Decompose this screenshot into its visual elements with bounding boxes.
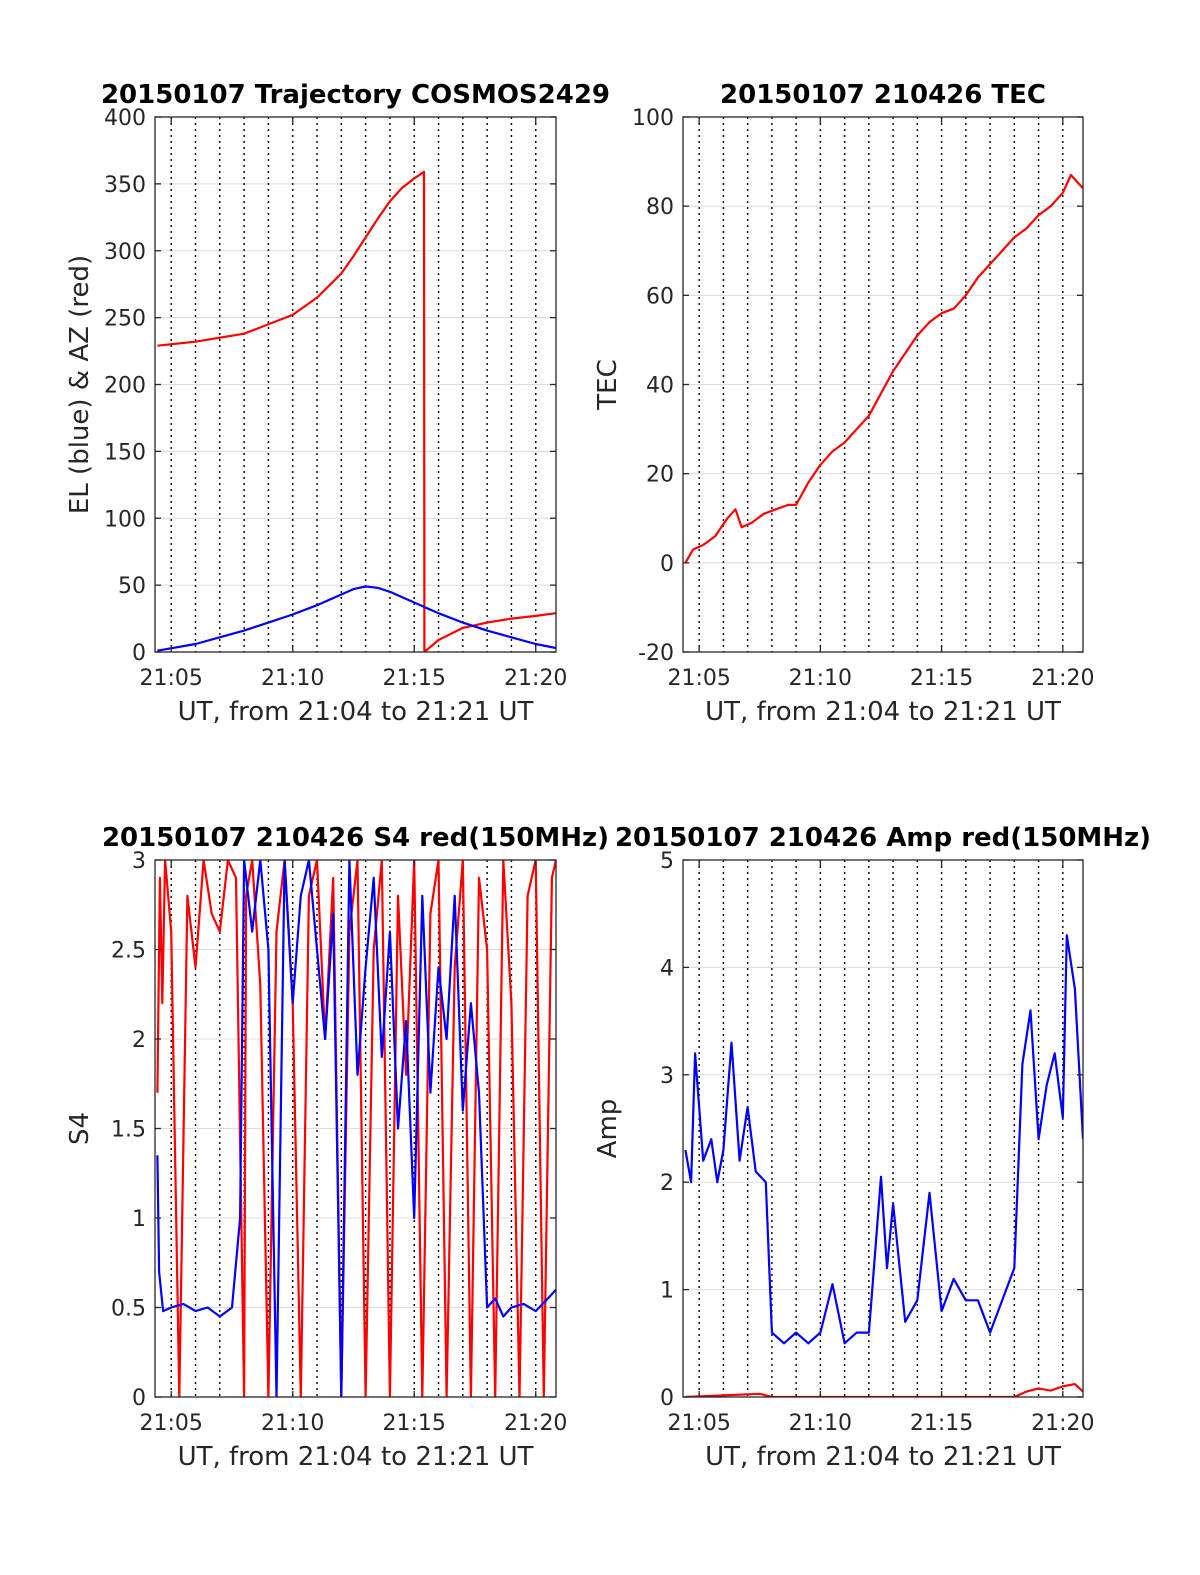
trajectory-ytick-label: 0 bbox=[132, 641, 146, 666]
tec-ytick-label: 20 bbox=[646, 463, 674, 488]
amp-ytick-label: 1 bbox=[660, 1279, 674, 1304]
amp-xlabel: UT, from 21:04 to 21:21 UT bbox=[705, 1442, 1061, 1472]
trajectory-ytick-label: 350 bbox=[104, 173, 146, 198]
trajectory-xtick-label: 21:10 bbox=[261, 666, 324, 691]
amp-ytick-label: 4 bbox=[660, 956, 674, 981]
trajectory-series-1 bbox=[157, 170, 556, 652]
trajectory-ytick-label: 200 bbox=[104, 374, 146, 399]
amp-ytick-label: 5 bbox=[660, 849, 674, 874]
trajectory-ytick-label: 150 bbox=[104, 440, 146, 465]
trajectory-xtick-label: 21:05 bbox=[139, 666, 202, 691]
tec-series-1 bbox=[684, 173, 1083, 564]
trajectory-series-2 bbox=[157, 585, 556, 652]
amp-title: 20150107 210426 Amp red(150MHz) bbox=[615, 823, 1151, 853]
tec-plot: -20 0 20 40 60 80 100 21:05 21:10 21:15 21:20 20150… bbox=[593, 80, 1095, 727]
amp-xtick-label: 21:10 bbox=[789, 1411, 852, 1436]
s4-ytick-label: 1 bbox=[132, 1207, 146, 1232]
tec-title: 20150107 210426 TEC bbox=[720, 80, 1046, 110]
trajectory-ytick-label: 250 bbox=[104, 307, 146, 332]
s4-series-2 bbox=[156, 860, 556, 1397]
trajectory-xtick-label: 21:20 bbox=[504, 666, 567, 691]
s4-ytick-label: 0 bbox=[132, 1386, 146, 1411]
tec-ytick-label: 60 bbox=[646, 284, 674, 309]
trajectory-ytick-label: 50 bbox=[118, 574, 146, 599]
trajectory-xlabel: UT, from 21:04 to 21:21 UT bbox=[178, 697, 534, 727]
tec-xtick-label: 21:10 bbox=[789, 666, 852, 691]
amp-ytick-label: 0 bbox=[660, 1386, 674, 1411]
amp-series-1 bbox=[684, 934, 1083, 1345]
tec-xlabel: UT, from 21:04 to 21:21 UT bbox=[705, 697, 1061, 727]
amp-plot: 0 1 2 3 4 5 21:05 21:10 21:15 21:20 20150107 21042… bbox=[593, 823, 1151, 1472]
amp-ytick-label: 2 bbox=[660, 1171, 674, 1196]
tec-ytick-label: 100 bbox=[632, 106, 674, 131]
amp-axes-box bbox=[682, 859, 1084, 1398]
amp-ytick-label: 3 bbox=[660, 1064, 674, 1089]
tec-xtick-label: 21:15 bbox=[910, 666, 973, 691]
amp-ylabel: Amp bbox=[593, 1099, 623, 1159]
s4-ytick-label: 2 bbox=[132, 1028, 146, 1053]
tec-ytick-label: 40 bbox=[646, 374, 674, 399]
s4-ylabel: S4 bbox=[65, 1112, 95, 1145]
s4-ytick-label: 1.5 bbox=[111, 1118, 146, 1143]
trajectory-ytick-label: 100 bbox=[104, 507, 146, 532]
tec-xtick-label: 21:20 bbox=[1031, 666, 1094, 691]
trajectory-xtick-label: 21:15 bbox=[383, 666, 446, 691]
trajectory-plot: 0 50 100 150 200 250 300 350 400 21:05 21:10 21:15 2… bbox=[65, 80, 610, 727]
s4-ytick-label: 3 bbox=[132, 849, 146, 874]
trajectory-ylabel: EL (blue) & AZ (red) bbox=[65, 255, 95, 514]
amp-xtick-label: 21:15 bbox=[910, 1411, 973, 1436]
amp-xtick-label: 21:05 bbox=[667, 1411, 730, 1436]
s4-xtick-label: 21:10 bbox=[261, 1411, 324, 1436]
amp-series-2 bbox=[685, 1382, 1083, 1397]
s4-xtick-label: 21:20 bbox=[504, 1411, 567, 1436]
s4-xtick-label: 21:15 bbox=[383, 1411, 446, 1436]
amp-xtick-label: 21:20 bbox=[1031, 1411, 1094, 1436]
s4-title: 20150107 210426 S4 red(150MHz) bbox=[102, 823, 609, 853]
s4-ytick-label: 0.5 bbox=[111, 1297, 146, 1322]
tec-ylabel: TEC bbox=[593, 359, 623, 410]
trajectory-title: 20150107 Trajectory COSMOS2429 bbox=[101, 80, 610, 110]
tec-xtick-label: 21:05 bbox=[667, 666, 730, 691]
tec-ytick-label: 80 bbox=[646, 195, 674, 220]
tec-ytick-label: -20 bbox=[638, 641, 674, 666]
trajectory-ytick-label: 400 bbox=[104, 106, 146, 131]
s4-plot: 0 0.5 1 1.5 2 2.5 3 21:05 21:10 21:15 21:20 2015010… bbox=[65, 823, 609, 1472]
s4-xtick-label: 21:05 bbox=[139, 1411, 202, 1436]
s4-xlabel: UT, from 21:04 to 21:21 UT bbox=[178, 1442, 534, 1472]
trajectory-ytick-label: 300 bbox=[104, 240, 146, 265]
s4-ytick-label: 2.5 bbox=[111, 939, 146, 964]
tec-ytick-label: 0 bbox=[660, 552, 674, 577]
